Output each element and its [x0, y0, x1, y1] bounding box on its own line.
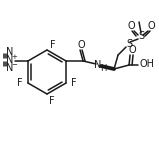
Text: H: H: [100, 63, 106, 73]
Text: S: S: [126, 39, 132, 49]
Text: F: F: [71, 78, 77, 88]
Text: S: S: [138, 31, 144, 41]
Text: O: O: [147, 21, 155, 31]
Text: −: −: [11, 62, 17, 68]
Text: +: +: [11, 54, 17, 60]
Text: N: N: [6, 47, 14, 57]
Text: F: F: [49, 96, 55, 106]
Text: F: F: [50, 40, 56, 50]
Text: O: O: [77, 40, 85, 50]
Text: O: O: [127, 21, 135, 31]
Text: O: O: [128, 45, 136, 55]
Text: N: N: [6, 55, 14, 65]
Text: N: N: [94, 60, 102, 70]
Text: N: N: [6, 63, 14, 73]
Text: OH: OH: [139, 59, 154, 69]
Text: F: F: [17, 78, 23, 88]
